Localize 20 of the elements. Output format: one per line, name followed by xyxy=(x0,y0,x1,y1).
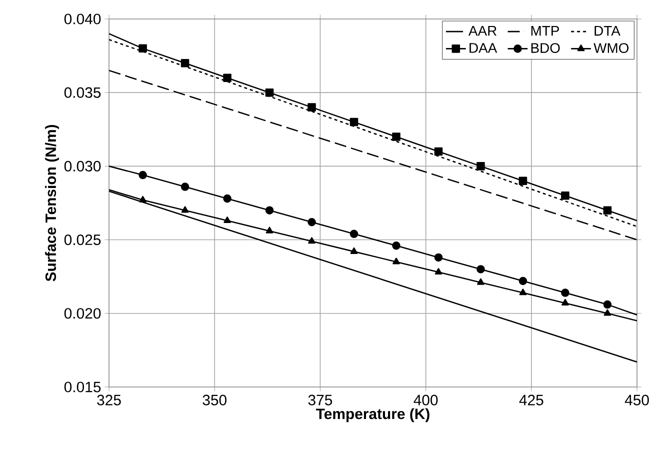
x-tick-label: 425 xyxy=(519,394,544,406)
y-tick-label: 0.040 xyxy=(64,14,101,24)
x-tick-label: 350 xyxy=(202,394,226,406)
legend-label: MTP xyxy=(531,26,559,36)
y-tick-label: 0.035 xyxy=(64,87,101,98)
legend-label: BDO xyxy=(531,43,560,53)
legend-label: AAR xyxy=(468,26,496,36)
x-tick-label: 325 xyxy=(97,394,121,406)
x-tick-label: 400 xyxy=(414,394,438,406)
y-tick-label: 0.030 xyxy=(64,160,101,172)
y-axis-title: Surface Tension (N/m) xyxy=(45,124,59,282)
x-tick-label: 450 xyxy=(624,394,649,406)
legend-label: WMO xyxy=(594,43,629,53)
x-tick-label: 375 xyxy=(308,394,332,406)
x-axis-title: Temperature (K) xyxy=(316,408,430,422)
legend-label: DTA xyxy=(594,26,620,36)
y-tick-label: 0.025 xyxy=(64,234,101,246)
legend-label: DAA xyxy=(470,43,498,53)
y-tick-label: 0.020 xyxy=(64,308,101,319)
y-tick-label: 0.015 xyxy=(64,382,101,392)
